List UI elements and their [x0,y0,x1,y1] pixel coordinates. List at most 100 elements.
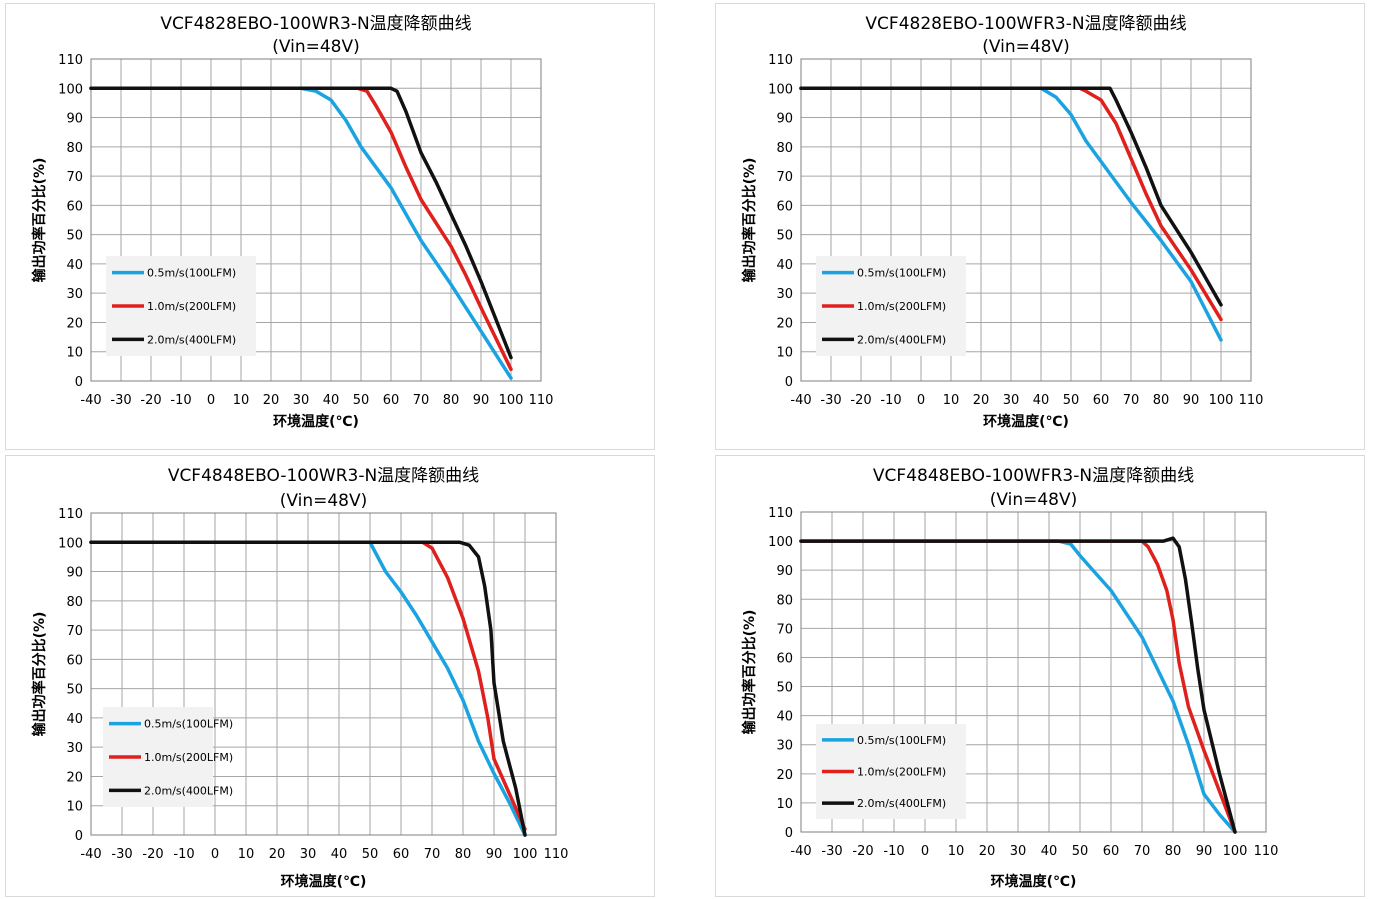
y-tick-label: 20 [66,770,83,785]
chart-title: VCF4848EBO-100WR3-N温度降额曲线 [168,466,479,486]
y-tick-label: 60 [776,199,793,214]
x-tick-label: 80 [1165,844,1182,859]
series-line-1 [89,86,513,380]
y-tick-label: 20 [776,768,793,783]
x-tick-label: -10 [880,393,901,408]
x-tick-label: 10 [233,393,250,408]
x-tick-label: -10 [170,393,191,408]
y-tick-label: 90 [776,564,793,579]
chart-svg-4: VCF4848EBO-100WFR3-N温度降额曲线 (Vin=48V) -40 -3… [741,466,1278,890]
y-tick-label: 20 [776,316,793,331]
y-tick-label: 30 [66,287,83,302]
y-tick-label: 40 [776,258,793,273]
series-line-3 [799,536,1237,834]
x-tick-label: 20 [263,393,280,408]
x-tick-label: 60 [1103,844,1120,859]
x-tick-label: 30 [293,393,310,408]
series-line-1 [799,539,1237,834]
y-tick-label: 100 [768,535,793,550]
plot-area [90,58,542,382]
chart-subtitle: (Vin=48V) [280,491,368,511]
y-tick-label: 60 [66,199,83,214]
y-tick-label: 50 [776,229,793,244]
x-tick-label: -30 [111,847,132,862]
x-tick-label: 80 [455,847,472,862]
y-tick-label: 0 [785,826,793,841]
x-tick-label: -20 [140,393,161,408]
y-tick-label: 50 [776,681,793,696]
y-tick-label: 70 [776,170,793,185]
x-tick-label: 0 [211,847,219,862]
derating-chart-1: VCF4828EBO-100WR3-N温度降额曲线 (Vin=48V) -40 -30… [5,3,655,450]
x-tick-label: 70 [1134,844,1151,859]
y-tick-label: 80 [776,593,793,608]
y-tick-label: 50 [66,229,83,244]
series-line-3 [89,86,513,360]
legend: 0.5m/s(100LFM) 1.0m/s(200LFM) 2.0m/s(400LF… [103,707,233,807]
x-tick-label: 70 [1123,393,1140,408]
chart-title: VCF4828EBO-100WFR3-N温度降额曲线 [865,14,1186,34]
chart-subtitle: (Vin=48V) [982,37,1070,57]
x-tick-label: 90 [473,393,490,408]
y-tick-label: 110 [768,506,793,521]
x-tick-label: -30 [110,393,131,408]
x-tick-label: 40 [323,393,340,408]
x-tick-label: 0 [207,393,215,408]
x-axis-label: 环境温度(℃) [983,413,1069,430]
x-tick-label: 90 [1196,844,1213,859]
y-tick-label: 100 [58,536,83,551]
x-tick-label: -10 [173,847,194,862]
y-tick-label: 90 [776,112,793,127]
legend-label: 0.5m/s(100LFM) [147,267,236,280]
x-tick-label: 40 [1033,393,1050,408]
x-axis-label: 环境温度(℃) [273,413,359,430]
x-tick-label: 50 [362,847,379,862]
y-axis-label: 输出功率百分比(%) [31,158,48,283]
y-tick-label: 60 [776,651,793,666]
x-tick-label: 90 [486,847,503,862]
x-tick-label: 110 [1239,393,1264,408]
legend-label: 1.0m/s(200LFM) [857,300,946,313]
x-tick-label: 20 [979,844,996,859]
x-tick-label: 60 [1093,393,1110,408]
y-tick-label: 80 [66,141,83,156]
series-line-2 [799,539,1237,834]
x-tick-label: 110 [529,393,554,408]
x-tick-label: 20 [973,393,990,408]
plot-area [800,58,1252,382]
y-tick-label: 20 [66,316,83,331]
x-tick-label: -20 [850,393,871,408]
y-tick-label: 10 [776,797,793,812]
y-tick-label: 110 [58,507,83,522]
y-tick-label: 10 [66,800,83,815]
y-axis-label: 输出功率百分比(%) [741,158,758,283]
x-tick-label: 30 [300,847,317,862]
y-tick-label: 100 [768,82,793,97]
x-tick-label: 90 [1183,393,1200,408]
x-tick-label: 60 [383,393,400,408]
chart-subtitle: (Vin=48V) [272,37,360,57]
legend-label: 2.0m/s(400LFM) [857,333,946,346]
x-tick-label: -40 [790,844,811,859]
series-line-3 [89,540,527,837]
x-tick-label: 100 [1223,844,1248,859]
legend-label: 0.5m/s(100LFM) [857,267,946,280]
x-tick-label: -40 [80,393,101,408]
x-tick-label: 110 [544,847,569,862]
x-axis-label: 环境温度(℃) [281,873,367,890]
y-tick-label: 40 [66,712,83,727]
y-tick-label: 30 [776,287,793,302]
x-tick-label: 40 [331,847,348,862]
legend-label: 1.0m/s(200LFM) [147,300,236,313]
legend-label: 0.5m/s(100LFM) [857,734,946,747]
x-tick-label: -40 [80,847,101,862]
derating-chart-4: VCF4848EBO-100WFR3-N温度降额曲线 (Vin=48V) -40 -3… [715,455,1365,897]
x-tick-label: 100 [513,847,538,862]
x-tick-label: 0 [917,393,925,408]
series-line-1 [89,540,527,837]
x-tick-label: 100 [1209,393,1234,408]
x-tick-label: 10 [948,844,965,859]
y-tick-label: 80 [776,141,793,156]
y-tick-label: 100 [58,82,83,97]
y-tick-label: 50 [66,683,83,698]
